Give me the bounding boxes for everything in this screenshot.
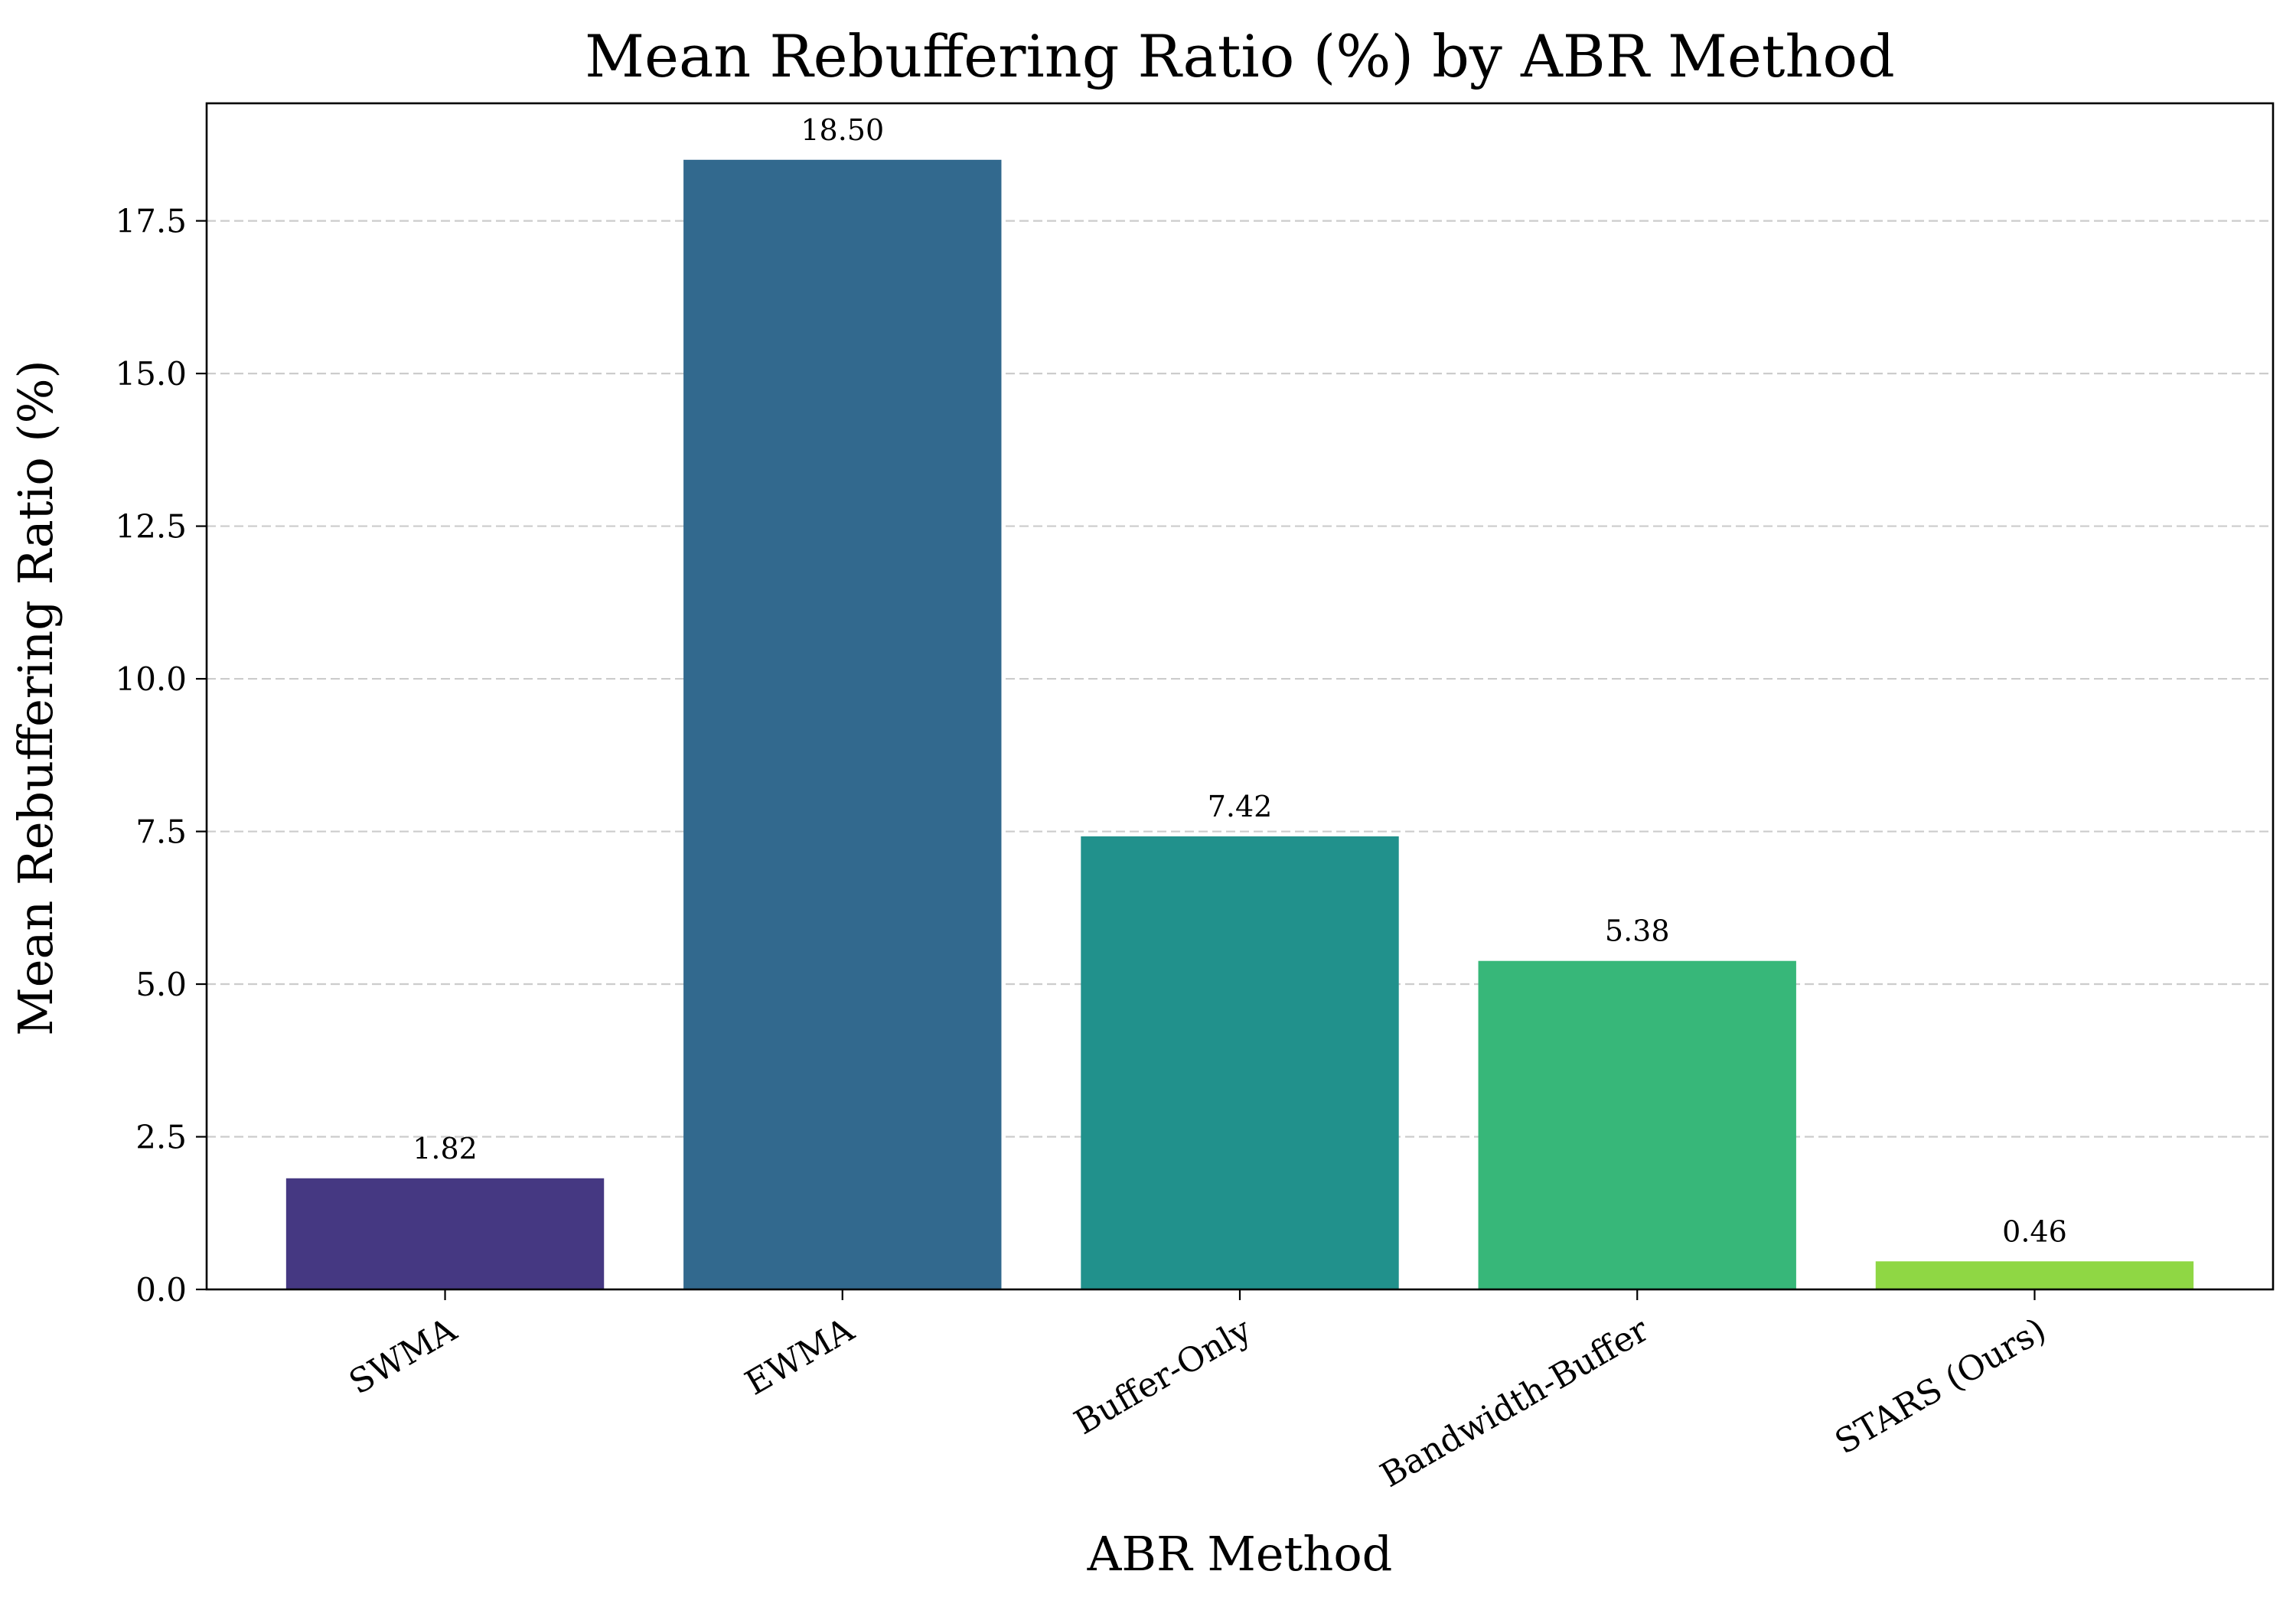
y-tick-label: 7.5 xyxy=(135,813,187,851)
x-tick-label: EWMA xyxy=(739,1310,861,1403)
y-tick-label: 2.5 xyxy=(135,1119,187,1156)
bar-value-labels: 1.82 18.50 7.42 5.38 0.46 xyxy=(413,113,2067,1248)
y-axis-label: Mean Rebuffering Ratio (%) xyxy=(8,360,64,1035)
bar-value-label: 0.46 xyxy=(2002,1214,2067,1248)
y-tick-label: 10.0 xyxy=(115,660,187,698)
bar-value-label: 1.82 xyxy=(413,1132,478,1165)
chart-title: Mean Rebuffering Ratio (%) by ABR Method xyxy=(585,22,1895,90)
x-tick-label: Buffer-Only xyxy=(1068,1310,1257,1442)
bar-value-label: 18.50 xyxy=(801,113,884,147)
y-tick-label: 12.5 xyxy=(115,508,187,546)
y-gridlines xyxy=(207,220,2273,1138)
x-tick-label: STARS (Ours) xyxy=(1828,1310,2053,1462)
bar xyxy=(1875,1261,2194,1289)
x-tick-label: Bandwidth-Buffer xyxy=(1374,1310,1655,1495)
x-axis: SWMA EWMA Buffer-Only Bandwidth-Buffer STARS… xyxy=(343,1289,2053,1495)
x-axis-label: ABR Method xyxy=(1087,1526,1393,1582)
bar xyxy=(285,1178,605,1289)
y-tick-label: 5.0 xyxy=(135,966,187,1003)
bar xyxy=(1081,836,1399,1289)
bar xyxy=(1478,960,1796,1289)
y-axis: 0.0 2.5 5.0 7.5 10.0 12.5 15.0 17.5 xyxy=(115,203,207,1309)
y-tick-label: 15.0 xyxy=(115,355,187,393)
bar-value-label: 5.38 xyxy=(1605,914,1670,948)
bar-value-label: 7.42 xyxy=(1208,790,1273,823)
y-tick-label: 0.0 xyxy=(135,1271,187,1309)
bars xyxy=(285,159,2194,1289)
x-tick-label: SWMA xyxy=(343,1310,464,1403)
y-tick-label: 17.5 xyxy=(115,203,187,240)
bar xyxy=(683,159,1002,1289)
